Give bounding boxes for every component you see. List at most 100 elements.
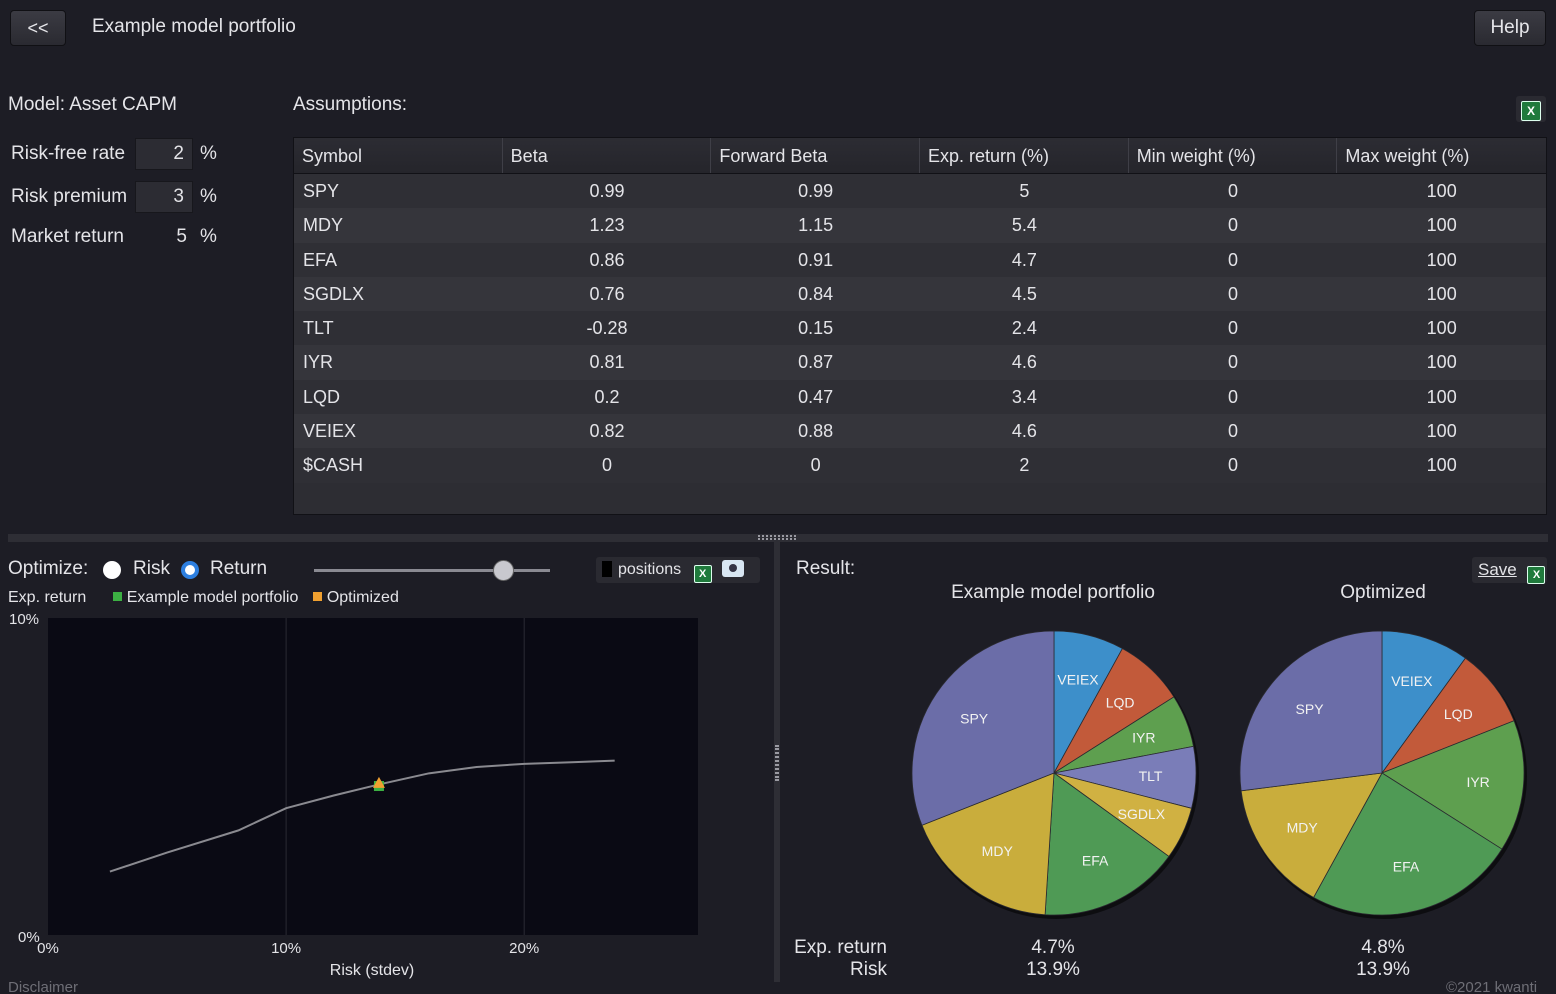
- table-row[interactable]: IYR 0.81 0.87 4.6 0 100: [294, 345, 1546, 380]
- table-cell[interactable]: 0: [1228, 421, 1239, 442]
- table-cell[interactable]: 0.76: [589, 283, 625, 304]
- table-cell[interactable]: 0: [602, 455, 613, 476]
- excel-icon[interactable]: X: [693, 565, 712, 583]
- model-risk: 13.9%: [1026, 959, 1080, 980]
- table-cell[interactable]: 0: [1228, 455, 1239, 476]
- pie-slice-veiex[interactable]: [1381, 630, 1467, 775]
- table-row[interactable]: LQD 0.2 0.47 3.4 0 100: [294, 379, 1546, 415]
- splitter-grip-icon[interactable]: [758, 535, 796, 540]
- camera-icon[interactable]: [722, 560, 745, 577]
- return-radio-label[interactable]: Return: [210, 558, 268, 579]
- table-cell[interactable]: 0.47: [798, 386, 834, 407]
- optimized-point[interactable]: [372, 776, 385, 788]
- table-cell[interactable]: 0: [1228, 283, 1239, 304]
- table-cell[interactable]: 0: [1228, 249, 1239, 270]
- table-row[interactable]: SGDLX 0.76 0.84 4.5 0 100: [294, 276, 1546, 312]
- table-cell[interactable]: 0.86: [589, 249, 625, 270]
- legend-swatch: [312, 592, 322, 601]
- table-cell[interactable]: 100: [1426, 455, 1457, 476]
- pie-slice-iyr[interactable]: [1381, 720, 1525, 850]
- column-header[interactable]: Exp. return (%): [920, 138, 1129, 173]
- optimize-label: Optimize:: [8, 558, 89, 579]
- table-row[interactable]: MDY 1.23 1.15 5.4 0 100: [294, 208, 1546, 243]
- table-cell[interactable]: 5.4: [1011, 215, 1037, 236]
- table-cell[interactable]: 0.2: [594, 386, 620, 407]
- allocation-pies: VEIEX LQD IYR TLT SGDLX EFA MDY SPY VEIEX LQD IYR E…: [911, 630, 1527, 919]
- table-cell[interactable]: 2: [1019, 455, 1030, 476]
- column-header[interactable]: Beta: [503, 138, 712, 173]
- table-cell[interactable]: 1.23: [589, 215, 625, 236]
- help-button[interactable]: Help: [1474, 10, 1546, 46]
- column-header[interactable]: Forward Beta: [711, 138, 921, 173]
- table-cell[interactable]: 0.15: [798, 318, 834, 339]
- table-cell[interactable]: 4.6: [1011, 352, 1037, 373]
- table-cell[interactable]: 100: [1426, 181, 1457, 201]
- table-cell[interactable]: 4.7: [1011, 249, 1037, 270]
- table-cell[interactable]: 0: [1228, 318, 1239, 339]
- table-cell[interactable]: 0.87: [798, 352, 834, 373]
- pie-slice-spy[interactable]: [1239, 630, 1383, 792]
- pie-title-optimized: Optimized: [1340, 582, 1426, 603]
- table-cell[interactable]: 0.91: [798, 249, 834, 270]
- table-cell[interactable]: 4.6: [1011, 421, 1037, 442]
- pie-slice-lqd[interactable]: [1380, 657, 1515, 774]
- table-cell[interactable]: 100: [1426, 318, 1457, 339]
- table-cell[interactable]: 100: [1426, 352, 1457, 373]
- column-header[interactable]: Max weight (%): [1345, 146, 1470, 166]
- export-excel-button[interactable]: X: [1516, 96, 1546, 122]
- risk-free-rate-input[interactable]: [135, 138, 193, 170]
- table-cell[interactable]: 3.4: [1011, 386, 1037, 407]
- plot-area: [48, 618, 698, 935]
- disclaimer-link[interactable]: Disclaimer: [8, 979, 79, 994]
- slider-handle[interactable]: [492, 560, 514, 581]
- return-radio[interactable]: [181, 561, 199, 579]
- save-button[interactable]: Save X: [1472, 557, 1547, 584]
- column-header[interactable]: Min weight (%): [1129, 138, 1338, 173]
- table-row[interactable]: TLT -0.28 0.15 2.4 0 100: [294, 311, 1546, 346]
- table-cell[interactable]: 1.15: [798, 215, 834, 236]
- table-cell[interactable]: 100: [1426, 249, 1457, 270]
- table-cell[interactable]: 0: [1228, 386, 1239, 407]
- risk-radio-label[interactable]: Risk: [133, 558, 170, 579]
- back-button[interactable]: <<: [10, 10, 66, 46]
- pie-slice-efa[interactable]: [1044, 772, 1170, 916]
- table-cell[interactable]: 0: [1228, 352, 1239, 373]
- pie-slice-spy[interactable]: [911, 630, 1055, 826]
- positions-button[interactable]: positions X: [596, 557, 760, 583]
- splitter-grip-icon[interactable]: [775, 745, 779, 781]
- excel-icon: X: [1527, 566, 1546, 584]
- table-cell[interactable]: 0.99: [798, 181, 834, 201]
- table-cell[interactable]: 0.81: [589, 352, 625, 373]
- table-row[interactable]: EFA 0.86 0.91 4.7 0 100: [294, 242, 1546, 277]
- table-cell[interactable]: 0.88: [798, 421, 834, 442]
- table-cell[interactable]: 0: [1228, 215, 1239, 236]
- pie-slice-mdy[interactable]: [921, 772, 1055, 916]
- table-row[interactable]: SPY 0.99 0.99 5 0 100: [294, 174, 1546, 209]
- table-cell[interactable]: 0.84: [798, 283, 834, 304]
- column-header[interactable]: Symbol: [294, 138, 503, 173]
- pie-slice-mdy[interactable]: [1240, 772, 1383, 898]
- table-cell[interactable]: 0: [810, 455, 821, 476]
- pie-slice-label: SPY: [1296, 701, 1325, 717]
- table-cell[interactable]: 100: [1426, 386, 1457, 407]
- table-cell[interactable]: -0.28: [586, 318, 628, 339]
- table-cell[interactable]: 0: [1228, 181, 1239, 201]
- save-label: Save: [1478, 560, 1517, 579]
- risk-premium-input[interactable]: [135, 181, 193, 213]
- x-tick-label: 20%: [509, 940, 539, 957]
- risk-return-slider[interactable]: [314, 569, 550, 572]
- table-cell[interactable]: 100: [1426, 421, 1457, 442]
- table-cell[interactable]: 100: [1426, 215, 1457, 236]
- risk-radio[interactable]: [103, 561, 121, 579]
- table-cell[interactable]: 0.99: [589, 181, 625, 201]
- table-row[interactable]: VEIEX 0.82 0.88 4.6 0 100: [294, 414, 1546, 449]
- table-cell[interactable]: 4.5: [1011, 283, 1037, 304]
- table-cell[interactable]: 0.82: [589, 421, 625, 442]
- table-cell[interactable]: 100: [1426, 283, 1457, 304]
- x-tick-label: 0%: [37, 940, 59, 957]
- table-cell[interactable]: 5: [1019, 181, 1030, 201]
- pie-slice-efa[interactable]: [1313, 772, 1503, 916]
- table-cell[interactable]: 2.4: [1011, 318, 1037, 339]
- table-cell: LQD: [303, 386, 341, 407]
- table-row[interactable]: $CASH 0 0 2 0 100: [294, 448, 1546, 483]
